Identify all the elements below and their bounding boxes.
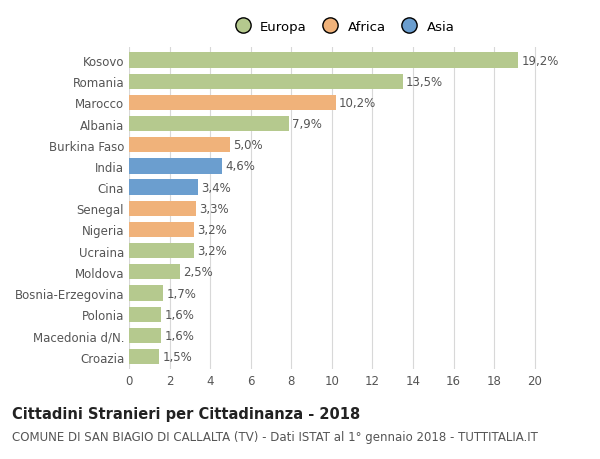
Bar <box>129 286 163 301</box>
Bar <box>129 159 223 174</box>
Text: 19,2%: 19,2% <box>521 55 559 67</box>
Bar <box>129 95 336 111</box>
Text: 13,5%: 13,5% <box>406 76 443 89</box>
Text: 3,2%: 3,2% <box>197 224 227 236</box>
Text: 4,6%: 4,6% <box>226 160 255 173</box>
Text: 3,3%: 3,3% <box>199 202 229 215</box>
Bar <box>129 244 194 259</box>
Bar <box>129 349 160 364</box>
Bar <box>129 265 180 280</box>
Text: 10,2%: 10,2% <box>339 97 376 110</box>
Text: 2,5%: 2,5% <box>183 266 212 279</box>
Text: 1,6%: 1,6% <box>164 329 194 342</box>
Bar <box>129 201 196 217</box>
Text: 3,4%: 3,4% <box>201 181 231 194</box>
Bar <box>129 307 161 322</box>
Text: Cittadini Stranieri per Cittadinanza - 2018: Cittadini Stranieri per Cittadinanza - 2… <box>12 406 360 421</box>
Text: 3,2%: 3,2% <box>197 245 227 257</box>
Bar <box>129 74 403 90</box>
Text: 1,7%: 1,7% <box>167 287 196 300</box>
Text: 1,6%: 1,6% <box>164 308 194 321</box>
Text: 5,0%: 5,0% <box>233 139 263 152</box>
Bar <box>129 180 198 196</box>
Bar <box>129 53 518 68</box>
Legend: Europa, Africa, Asia: Europa, Africa, Asia <box>227 18 457 36</box>
Bar <box>129 222 194 238</box>
Bar <box>129 117 289 132</box>
Bar <box>129 138 230 153</box>
Bar <box>129 328 161 343</box>
Text: COMUNE DI SAN BIAGIO DI CALLALTA (TV) - Dati ISTAT al 1° gennaio 2018 - TUTTITAL: COMUNE DI SAN BIAGIO DI CALLALTA (TV) - … <box>12 430 538 443</box>
Text: 1,5%: 1,5% <box>163 350 192 363</box>
Text: 7,9%: 7,9% <box>292 118 322 131</box>
